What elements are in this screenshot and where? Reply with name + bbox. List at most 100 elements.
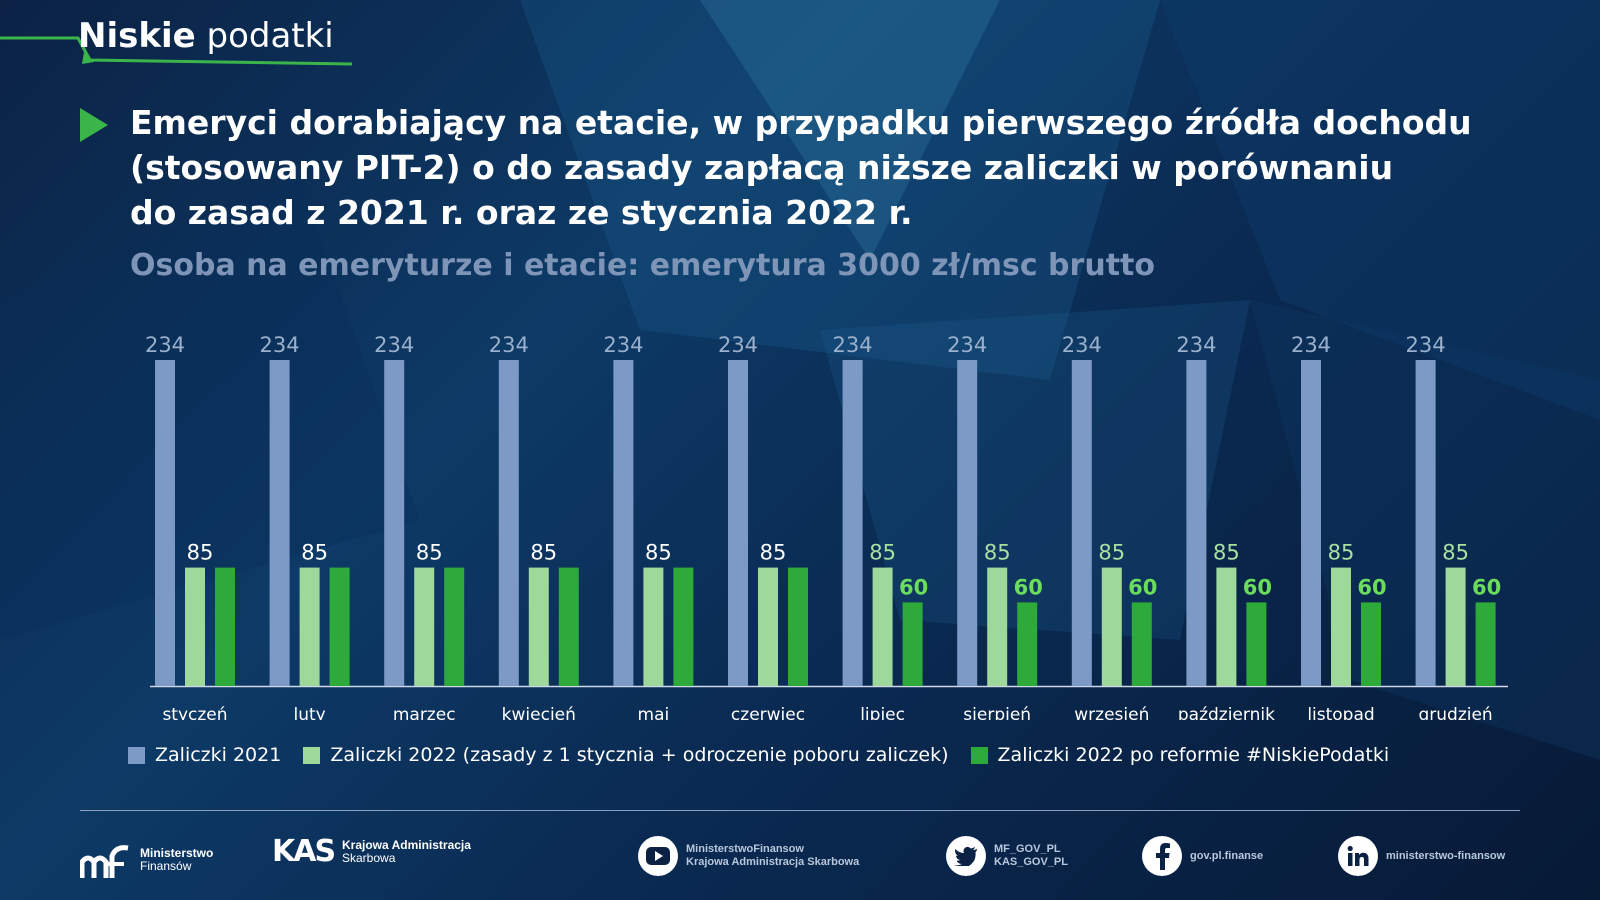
facebook-link[interactable]: gov.pl.finanse (1142, 836, 1263, 876)
bar-0-czerwiec (728, 360, 748, 686)
brand-underline (0, 36, 353, 66)
bar-0-lipiec (842, 360, 863, 686)
category-label-grudzień: grudzień (1418, 705, 1492, 720)
bar-0-marzec (384, 360, 405, 686)
legend-label-reform: Zaliczki 2022 po reformie #NiskiePodatki (997, 744, 1390, 766)
value-label-2022-luty: 85 (301, 541, 328, 565)
value-label-2021-lipiec: 234 (833, 333, 873, 357)
legend-label-2021: Zaliczki 2021 (155, 744, 282, 766)
value-label-reform-październik: 60 (1243, 575, 1272, 599)
value-label-2022-marzec: 85 (416, 541, 443, 565)
bar-2-sierpień (1017, 602, 1038, 686)
bar-2-luty (329, 567, 350, 686)
twitter-icon (946, 836, 986, 876)
value-label-2022-czerwiec: 85 (760, 541, 787, 565)
chart-subtitle: Osoba na emeryturze i etacie: emerytura … (130, 248, 1155, 283)
legend-item-reform: Zaliczki 2022 po reformie #NiskiePodatki (970, 744, 1390, 766)
category-label-styczeń: styczeń (162, 705, 227, 720)
value-label-reform-grudzień: 60 (1472, 575, 1501, 599)
mf-emblem-icon (80, 845, 129, 878)
legend-item-2022: Zaliczki 2022 (zasady z 1 stycznia + odr… (303, 744, 949, 766)
bar-2-wrzesień (1131, 602, 1152, 686)
category-label-listopad: listopad (1307, 705, 1374, 720)
value-label-2021-kwiecień: 234 (489, 333, 529, 357)
value-label-reform-listopad: 60 (1357, 575, 1386, 599)
bar-chart: 234 85 styczeń 234 85 luty 234 85 marzec 234 85 kwi… (145, 333, 1508, 720)
legend-swatch-2022 (303, 746, 321, 764)
category-label-wrzesień: wrzesień (1074, 705, 1149, 720)
kas-line2: Skarbowa (342, 850, 396, 865)
youtube-link[interactable]: MinisterstwoFinansow Krajowa Administrac… (638, 836, 859, 876)
value-label-reform-wrzesień: 60 (1128, 575, 1157, 599)
value-label-reform-sierpień: 60 (1014, 575, 1043, 599)
value-label-reform-lipiec: 60 (899, 575, 928, 599)
bar-0-styczeń (155, 360, 175, 686)
brand-light-text: podatki (206, 16, 334, 56)
category-label-marzec: marzec (393, 705, 456, 720)
category-label-czerwiec: czerwiec (731, 705, 805, 720)
value-label-2022-maj: 85 (645, 541, 672, 565)
value-label-2022-październik: 85 (1213, 541, 1240, 565)
bar-0-sierpień (957, 360, 978, 686)
legend-swatch-reform (970, 746, 988, 764)
youtube-line2: Krajowa Administracja Skarbowa (686, 856, 860, 868)
bar-2-maj (673, 567, 694, 686)
twitter-line2: KAS_GOV_PL (994, 856, 1068, 868)
linkedin-text: ministerstwo-finansow (1386, 849, 1506, 862)
linkedin-icon (1338, 836, 1378, 876)
mf-line1: Ministerstwo (140, 846, 214, 860)
category-label-luty: luty (293, 705, 325, 720)
value-label-2021-marzec: 234 (374, 333, 414, 357)
bar-0-kwiecień (498, 360, 519, 686)
bar-2-listopad (1361, 602, 1381, 686)
facebook-icon (1142, 836, 1182, 876)
value-label-2021-luty: 234 (260, 333, 300, 357)
youtube-line1: MinisterstwoFinansow (686, 843, 804, 855)
bar-1-listopad (1331, 567, 1351, 686)
footer: Ministerstwo Finansów KAS Krajowa Admini… (0, 830, 1600, 890)
value-label-2021-styczeń: 234 (145, 333, 185, 357)
page-title: Emeryci dorabiający na etacie, w przypad… (130, 103, 1472, 232)
bar-2-styczeń (215, 567, 235, 686)
youtube-icon (638, 836, 678, 876)
bar-1-kwiecień (528, 567, 549, 686)
bar-0-wrzesień (1071, 360, 1092, 686)
facebook-text: gov.pl.finanse (1190, 849, 1264, 862)
linkedin-link[interactable]: ministerstwo-finansow (1338, 836, 1505, 876)
bar-1-styczeń (185, 567, 205, 686)
bar-1-grudzień (1445, 567, 1466, 686)
twitter-link[interactable]: MF_GOV_PL KAS_GOV_PL (946, 836, 1068, 876)
twitter-line1: MF_GOV_PL (994, 843, 1061, 855)
kas-logo: KAS Krajowa Administracja Skarbowa (272, 834, 471, 869)
bar-2-październik (1246, 602, 1267, 686)
value-label-2022-lipiec: 85 (869, 541, 896, 565)
legend-swatch-2021 (128, 746, 145, 764)
bar-1-październik (1216, 567, 1237, 686)
bar-0-maj (613, 360, 634, 686)
value-label-2021-listopad: 234 (1291, 333, 1331, 357)
value-label-2022-listopad: 85 (1328, 541, 1355, 565)
bar-1-sierpień (987, 567, 1008, 686)
chart-legend: Zaliczki 2021 Zaliczki 2022 (zasady z 1 … (128, 744, 1389, 766)
value-label-2021-grudzień: 234 (1406, 333, 1446, 357)
bar-1-czerwiec (758, 567, 778, 686)
bar-1-maj (643, 567, 664, 686)
category-label-sierpień: sierpień (963, 705, 1031, 720)
footer-divider (80, 810, 1520, 811)
value-label-2022-styczeń: 85 (187, 541, 214, 565)
value-label-2021-maj: 234 (603, 333, 643, 357)
value-label-2021-wrzesień: 234 (1062, 333, 1102, 357)
play-arrow-icon (80, 108, 108, 142)
category-label-październik: październik (1178, 705, 1275, 720)
kas-line1: Krajowa Administracja (342, 837, 471, 852)
bar-2-lipiec (902, 602, 923, 686)
value-label-2022-sierpień: 85 (984, 541, 1011, 565)
category-label-lipiec: lipiec (860, 705, 905, 720)
brand-logo: Niskie podatki (78, 16, 334, 56)
bar-0-październik (1186, 360, 1207, 686)
category-label-maj: maj (638, 705, 670, 720)
bar-2-marzec (444, 567, 465, 686)
bar-1-marzec (414, 567, 435, 686)
mf-line2: Finansów (140, 859, 192, 873)
kas-emblem: KAS (272, 834, 336, 869)
